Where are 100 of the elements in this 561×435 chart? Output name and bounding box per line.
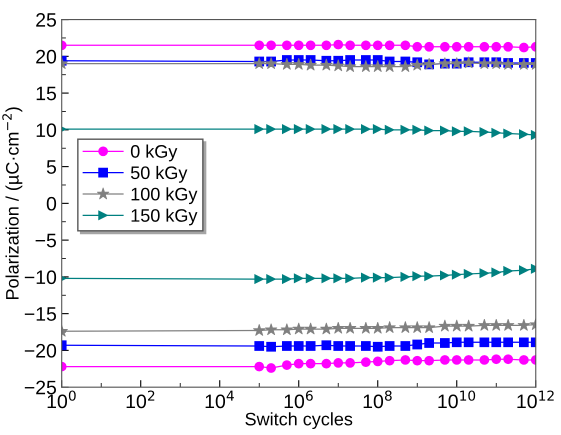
point (360, 40, 371, 50)
legend-label: 100 kGy (132, 187, 198, 204)
point (410, 321, 424, 334)
point (266, 40, 276, 50)
point (344, 60, 356, 72)
point (424, 338, 434, 348)
point (344, 322, 356, 334)
point (503, 266, 514, 276)
point (306, 341, 316, 351)
point (304, 322, 317, 334)
point (321, 40, 332, 50)
x-tick-label: 10$^{2}$ (126, 390, 154, 408)
point (384, 356, 394, 366)
y-tick-label: −20 (24, 344, 56, 358)
point (294, 273, 304, 284)
point (464, 126, 474, 136)
point (440, 42, 450, 52)
point (452, 355, 462, 365)
legend-label: 50 kGy (130, 166, 188, 183)
point (519, 355, 529, 365)
y-tick-label: 0 (46, 196, 56, 211)
point (345, 40, 355, 50)
point (254, 362, 264, 372)
point (384, 40, 394, 50)
point (252, 57, 266, 70)
point (345, 273, 355, 284)
point (254, 40, 264, 50)
point (345, 124, 355, 134)
point (282, 274, 292, 284)
x-tick-label: 10$^{8}$ (364, 390, 392, 408)
point (464, 337, 474, 348)
point (264, 57, 278, 70)
point (294, 40, 304, 50)
point (294, 358, 304, 368)
point (304, 58, 317, 71)
point (479, 337, 490, 348)
point (306, 358, 316, 368)
point (412, 356, 422, 366)
point (490, 318, 503, 331)
point (333, 124, 344, 134)
x-tick-label: 10$^{4}$ (206, 390, 234, 408)
point (479, 127, 490, 137)
point (478, 318, 491, 331)
point (266, 124, 276, 134)
point (519, 129, 529, 140)
point (440, 270, 450, 280)
point (452, 42, 462, 52)
point (491, 337, 502, 348)
point (321, 124, 332, 134)
point (410, 58, 424, 71)
y-tick-label: −5 (36, 234, 56, 248)
point (464, 42, 474, 52)
point (412, 124, 422, 135)
point (321, 273, 332, 284)
point (383, 60, 396, 72)
point (333, 358, 344, 368)
point (424, 356, 434, 366)
point (360, 341, 371, 351)
point (360, 357, 371, 368)
x-tick-label: 10$^{10}$ (438, 390, 476, 408)
point (503, 337, 514, 348)
point (400, 355, 410, 365)
point (519, 42, 529, 52)
point (254, 341, 264, 351)
point (294, 124, 304, 134)
point (384, 272, 394, 282)
point (412, 42, 422, 52)
point (321, 340, 332, 350)
point (424, 271, 434, 282)
point (479, 355, 490, 365)
point (383, 321, 396, 334)
point (519, 265, 529, 276)
point (491, 128, 502, 138)
point (452, 337, 462, 348)
point (424, 42, 434, 52)
y-tick-label: 10 (36, 123, 56, 138)
point (282, 124, 292, 134)
point (412, 271, 422, 282)
y-tick-label: 15 (36, 86, 56, 100)
point (306, 124, 316, 134)
point (491, 42, 502, 52)
point (440, 338, 450, 348)
y-tick-label: 5 (46, 160, 56, 174)
point (294, 341, 304, 351)
point (333, 273, 344, 284)
point (519, 337, 529, 348)
point (372, 124, 383, 134)
point (345, 358, 355, 368)
point (412, 340, 422, 350)
x-tick-label: 10$^{6}$ (284, 390, 313, 408)
point (306, 273, 316, 284)
point (292, 322, 306, 334)
point (503, 128, 514, 138)
point (282, 40, 292, 50)
point (292, 58, 306, 70)
point (450, 320, 464, 332)
point (479, 268, 490, 278)
point (371, 322, 384, 334)
point (464, 269, 474, 279)
point (372, 272, 383, 282)
